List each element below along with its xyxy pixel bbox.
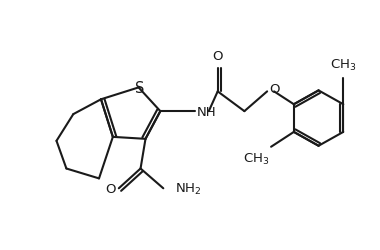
Text: O: O xyxy=(106,182,116,195)
Text: S: S xyxy=(135,80,144,96)
Text: CH$_3$: CH$_3$ xyxy=(330,57,356,72)
Text: NH: NH xyxy=(197,105,217,118)
Text: NH$_2$: NH$_2$ xyxy=(175,181,201,196)
Text: CH$_3$: CH$_3$ xyxy=(243,151,269,166)
Text: O: O xyxy=(212,50,223,62)
Text: O: O xyxy=(269,82,280,96)
